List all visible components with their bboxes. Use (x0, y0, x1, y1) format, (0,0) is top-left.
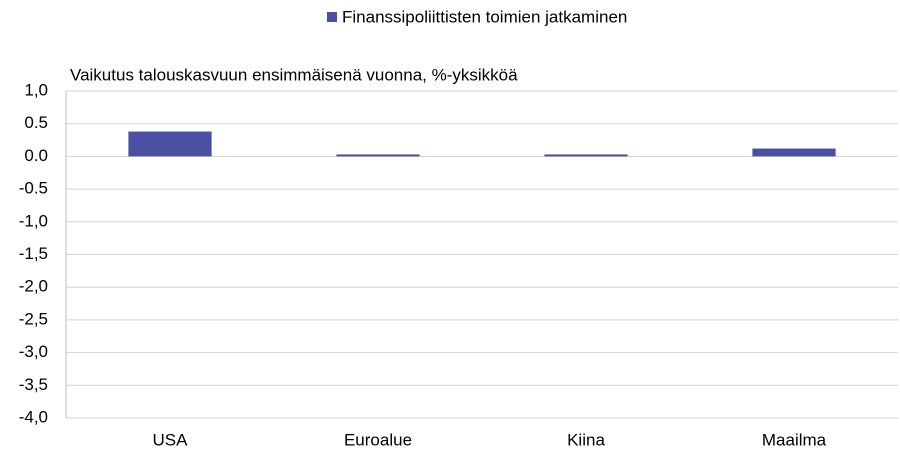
y-tick-label: 0.5 (24, 113, 48, 132)
bar (544, 154, 628, 157)
y-tick-label: -2,0 (19, 277, 48, 296)
y-tick-label: -1,0 (19, 211, 48, 230)
legend-swatch (327, 12, 337, 22)
bar (752, 148, 836, 157)
y-tick-label: -3,5 (19, 375, 48, 394)
y-tick-label: -0.5 (19, 179, 48, 198)
y-tick-label: -4,0 (19, 407, 48, 426)
y-tick-label: -3,0 (19, 342, 48, 361)
y-tick-label: -2,5 (19, 309, 48, 328)
bar (336, 154, 420, 157)
x-tick-label: Kiina (567, 430, 605, 449)
x-tick-label: Maailma (762, 430, 827, 449)
bar (128, 131, 212, 157)
x-tick-label: USA (153, 430, 189, 449)
y-tick-label: 0.0 (24, 146, 48, 165)
x-tick-label: Euroalue (344, 430, 412, 449)
y-tick-label: -1,5 (19, 244, 48, 263)
chart-subtitle: Vaikutus talouskasvuun ensimmäisenä vuon… (70, 65, 518, 84)
legend-label: Finanssipoliittisten toimien jatkaminen (342, 7, 627, 26)
y-tick-label: 1,0 (24, 80, 48, 99)
